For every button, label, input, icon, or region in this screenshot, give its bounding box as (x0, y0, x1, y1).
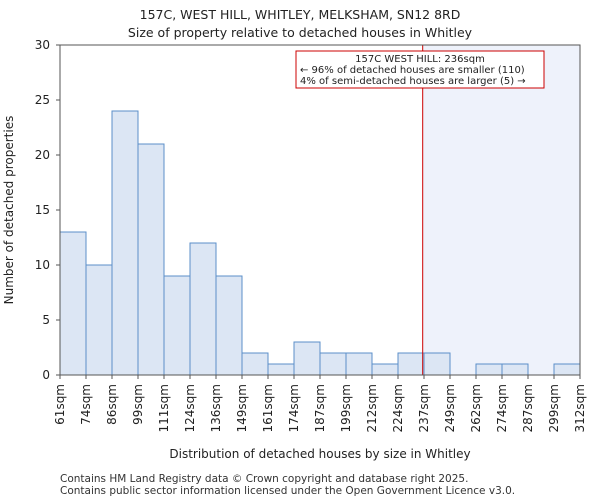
x-tick-label: 199sqm (339, 384, 353, 432)
x-tick-label: 212sqm (365, 384, 379, 432)
x-axis-label: Distribution of detached houses by size … (169, 447, 470, 461)
x-tick-label: 86sqm (105, 384, 119, 425)
bar-212sqm (371, 363, 399, 376)
footer-line1: Contains HM Land Registry data © Crown c… (60, 473, 469, 485)
bar-124sqm (189, 242, 217, 376)
y-tick-label: 5 (42, 313, 50, 327)
x-tick-label: 99sqm (131, 384, 145, 425)
footer-line2: Contains public sector information licen… (60, 485, 516, 497)
bar-299sqm (553, 363, 581, 376)
chart-title-line1: 157C, WEST HILL, WHITLEY, MELKSHAM, SN12… (139, 7, 461, 22)
bar-237sqm (423, 352, 451, 376)
y-tick-label: 25 (35, 93, 50, 107)
y-axis-label: Number of detached properties (2, 116, 16, 305)
y-tick-label: 20 (35, 148, 50, 162)
x-tick-label: 299sqm (547, 384, 561, 432)
bar-224sqm (397, 352, 425, 376)
x-tick-label: 274sqm (495, 384, 509, 432)
x-tick-label: 161sqm (261, 384, 275, 432)
larger-region-shade (422, 45, 580, 375)
y-tick-label: 15 (35, 203, 50, 217)
y-tick-label: 30 (35, 38, 50, 52)
bar-174sqm (293, 341, 321, 376)
x-tick-label: 262sqm (469, 384, 483, 432)
bar-187sqm (319, 352, 347, 376)
annotation-line2: ← 96% of detached houses are smaller (11… (300, 65, 525, 76)
x-tick-label: 111sqm (157, 384, 171, 432)
x-tick-label: 149sqm (235, 384, 249, 432)
annotation-line1: 157C WEST HILL: 236sqm (355, 54, 485, 65)
bar-111sqm (163, 275, 191, 376)
bar-61sqm (59, 231, 87, 376)
chart-title-line2: Size of property relative to detached ho… (127, 25, 473, 40)
y-tick-label: 0 (42, 368, 50, 382)
x-tick-label: 174sqm (287, 384, 301, 432)
bar-86sqm (111, 110, 139, 376)
x-tick-label: 224sqm (391, 384, 405, 432)
annotation-line3: 4% of semi-detached houses are larger (5… (300, 76, 526, 87)
x-tick-label: 124sqm (183, 384, 197, 432)
annotation-rect (295, 50, 545, 89)
bar-74sqm (85, 264, 113, 376)
x-tick-label: 237sqm (417, 384, 431, 432)
x-tick-label: 312sqm (573, 384, 587, 432)
bar-274sqm (501, 363, 529, 376)
x-tick-label: 136sqm (209, 384, 223, 432)
x-tick-label: 187sqm (313, 384, 327, 432)
bar-262sqm (475, 363, 503, 376)
bar-136sqm (215, 275, 243, 376)
bar-161sqm (267, 363, 295, 376)
footer: Contains HM Land Registry data © Crown c… (60, 473, 515, 497)
bar-149sqm (241, 352, 269, 376)
bar-99sqm (137, 143, 165, 376)
x-tick-label: 61sqm (53, 384, 67, 425)
annotation-box: 157C WEST HILL: 236sqm ← 96% of detached… (295, 50, 545, 89)
x-tick-label: 287sqm (521, 384, 535, 432)
x-tick-label: 74sqm (79, 384, 93, 425)
y-tick-label: 10 (35, 258, 50, 272)
bar-199sqm (345, 352, 373, 376)
x-tick-label: 249sqm (443, 384, 457, 432)
chart-title: 157C, WEST HILL, WHITLEY, MELKSHAM, SN12… (0, 6, 600, 42)
